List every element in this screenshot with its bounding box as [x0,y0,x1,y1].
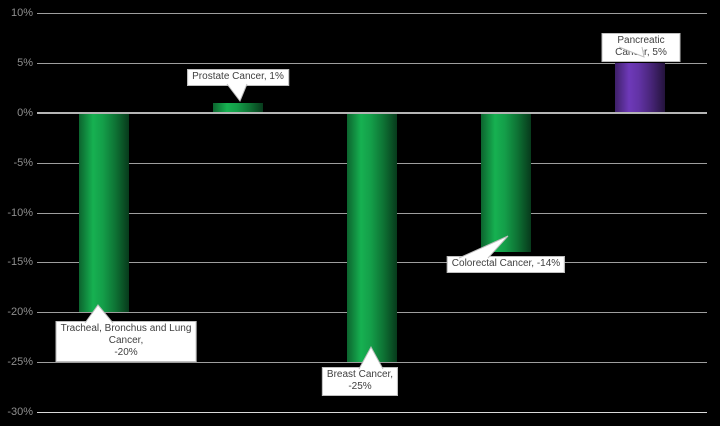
gridline [37,13,707,14]
gridline [37,412,707,413]
y-axis-tick-label: -5% [13,157,33,169]
y-axis-tick-label: -25% [7,356,33,368]
gridline [37,63,707,64]
y-axis-tick-label: -20% [7,306,33,318]
bar [615,63,665,112]
y-axis-tick-label: -30% [7,406,33,418]
data-label-callout: Tracheal, Bronchus and Lung Cancer, -20% [55,321,197,362]
bar [481,114,531,252]
y-axis-tick-label: -15% [7,256,33,268]
y-axis-tick-label: 5% [17,57,33,69]
bar [213,103,263,112]
gridline [37,112,707,114]
y-axis-tick-label: 10% [10,7,33,19]
bar [79,114,129,312]
data-label-callout: Pancreatic Cancer, 5% [601,33,681,62]
y-axis-tick-label: -10% [7,207,33,219]
data-label-callout: Colorectal Cancer, -14% [446,256,566,273]
bar [347,114,397,362]
data-label-callout: Prostate Cancer, 1% [187,69,289,86]
data-label-callout: Breast Cancer, -25% [321,367,399,396]
y-axis-tick-label: 0% [17,107,33,119]
